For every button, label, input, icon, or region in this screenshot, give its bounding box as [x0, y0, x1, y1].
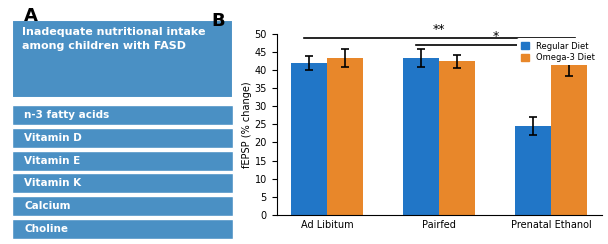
- Text: Inadequate nutritional intake
among children with FASD: Inadequate nutritional intake among chil…: [22, 27, 206, 51]
- Bar: [551, 63, 587, 215]
- FancyBboxPatch shape: [12, 196, 233, 216]
- FancyBboxPatch shape: [12, 151, 233, 171]
- Text: A: A: [24, 7, 38, 25]
- Y-axis label: fEPSP (% change): fEPSP (% change): [241, 81, 252, 168]
- Text: n-3 fatty acids: n-3 fatty acids: [24, 110, 109, 120]
- Bar: [291, 63, 327, 215]
- Text: Vitamin D: Vitamin D: [24, 133, 82, 143]
- Text: B: B: [212, 12, 225, 30]
- FancyBboxPatch shape: [12, 20, 233, 98]
- Text: Vitamin K: Vitamin K: [24, 178, 81, 188]
- Legend: Regular Diet, Omega-3 Diet: Regular Diet, Omega-3 Diet: [517, 38, 598, 65]
- Text: Vitamin E: Vitamin E: [24, 156, 81, 166]
- FancyBboxPatch shape: [12, 128, 233, 148]
- Bar: [439, 61, 475, 215]
- Text: *: *: [492, 30, 499, 43]
- Bar: [404, 58, 439, 215]
- Bar: [327, 58, 363, 215]
- Text: Choline: Choline: [24, 224, 68, 234]
- Text: Calcium: Calcium: [24, 201, 71, 211]
- FancyBboxPatch shape: [12, 105, 233, 125]
- Bar: [516, 126, 551, 215]
- Text: **: **: [433, 23, 446, 36]
- Text: *: *: [548, 37, 554, 51]
- FancyBboxPatch shape: [12, 219, 233, 239]
- FancyBboxPatch shape: [12, 173, 233, 193]
